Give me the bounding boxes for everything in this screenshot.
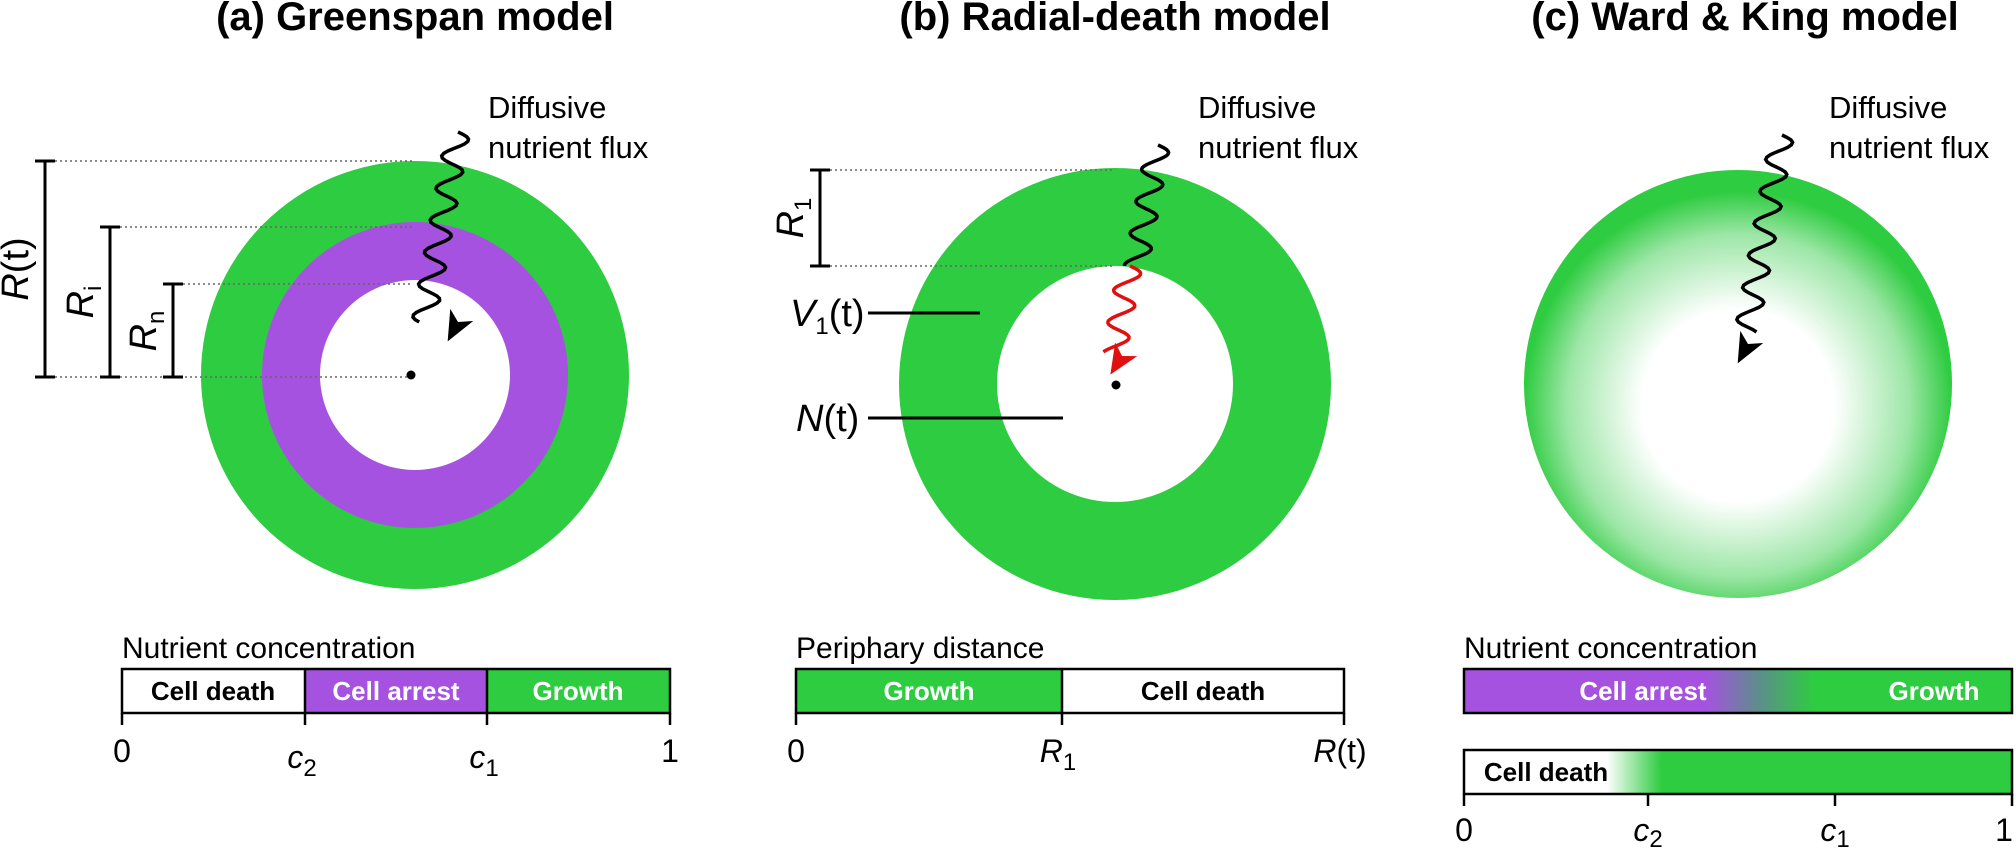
tick-label-c2: c2: [287, 739, 316, 782]
tick-label-Rt: R(t): [1313, 733, 1366, 769]
segment-label-cell-arrest: Cell arrest: [332, 676, 460, 706]
panel-b-title: (b) Radial-death model: [899, 0, 1330, 39]
tick-label-R1: R1: [1040, 733, 1076, 776]
label-N-t: N(t): [796, 398, 859, 440]
bar-title: Periphary distance: [796, 632, 1044, 665]
label-V1-t: V1(t): [790, 293, 865, 340]
panel-a-title: (a) Greenspan model: [216, 0, 614, 39]
bar-segment-cell-arrest: [305, 669, 487, 713]
flux-arrow-wave-inner: [1102, 264, 1143, 354]
flux-label-line1: Diffusive: [488, 90, 606, 125]
flux-arrow-wave-outer: [1122, 143, 1171, 267]
dimension-Ri: [100, 225, 120, 379]
panel-b: (b) Radial-death model R1 V1(t) N(t) Dif…: [770, 0, 1367, 776]
bar-segment-cell-death: [1062, 669, 1344, 713]
tick-label-1: 1: [1995, 812, 2013, 848]
flux-label-line1: Diffusive: [1829, 90, 1947, 125]
bar-outline: [794, 667, 1346, 715]
tick-label-0: 0: [787, 733, 805, 769]
bar-title: Nutrient concentration: [1464, 632, 1758, 665]
bar-segment-growth: [487, 669, 670, 713]
center-dot: [406, 370, 416, 380]
flux-arrowhead: [1110, 342, 1138, 375]
label-Rn: Rn: [123, 311, 170, 352]
flux-label-line2: nutrient flux: [488, 130, 649, 165]
bar-outline: [120, 667, 672, 715]
segment-label-growth: Growth: [1889, 676, 1980, 706]
flux-label-line2: nutrient flux: [1829, 130, 1990, 165]
flux-arrow-wave: [1734, 133, 1795, 334]
segment-label-growth: Growth: [884, 676, 975, 706]
panel-a: (a) Greenspan model R(t) Ri Rn: [0, 0, 679, 782]
flux-label-line1: Diffusive: [1198, 90, 1316, 125]
segment-label-growth: Growth: [533, 676, 624, 706]
tick-label-c2: c2: [1633, 812, 1662, 850]
panel-c: (c) Ward & King model Diffusive nutrient…: [1455, 0, 2014, 853]
center-dot: [1111, 380, 1121, 390]
segment-label-cell-death: Cell death: [1484, 757, 1608, 787]
label-R-t: R(t): [0, 237, 37, 300]
bar-arrest-growth: [1462, 667, 2014, 715]
bar-title: Nutrient concentration: [122, 632, 416, 665]
dimension-R1: [810, 168, 830, 268]
label-R1: R1: [770, 198, 817, 239]
tick-label-c1: c1: [1820, 812, 1849, 850]
bar-segment-growth: [796, 669, 1062, 713]
tick-label-0: 0: [113, 733, 131, 769]
flux-arrow-wave: [411, 130, 471, 324]
dimension-R: [35, 159, 55, 379]
tick-label-0: 0: [1455, 812, 1473, 848]
segment-label-cell-death: Cell death: [151, 676, 275, 706]
graded-spheroid: [1524, 170, 1952, 598]
label-Ri: Ri: [60, 286, 107, 319]
segment-label-cell-arrest: Cell arrest: [1579, 676, 1707, 706]
flux-arrowhead: [1737, 330, 1764, 364]
bar-death-growth: [1462, 748, 2014, 796]
panel-c-title: (c) Ward & King model: [1531, 0, 1958, 39]
bar-segment-cell-death: [122, 669, 305, 713]
tick-label-1: 1: [661, 733, 679, 769]
flux-arrowhead: [447, 308, 474, 342]
flux-label-line2: nutrient flux: [1198, 130, 1359, 165]
segment-label-cell-death: Cell death: [1141, 676, 1265, 706]
tick-label-c1: c1: [469, 739, 498, 782]
dimension-Rn: [163, 282, 183, 379]
